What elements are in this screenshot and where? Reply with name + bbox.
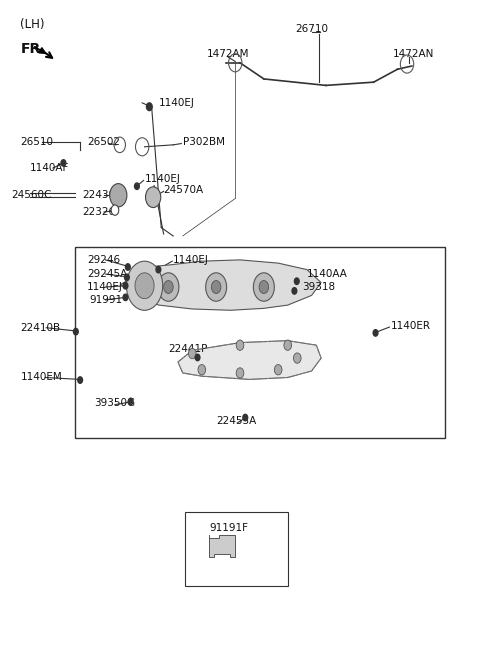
Text: 91191F: 91191F xyxy=(209,523,248,533)
Circle shape xyxy=(158,273,179,301)
Text: 1140AA: 1140AA xyxy=(307,269,348,279)
Circle shape xyxy=(128,398,133,404)
Circle shape xyxy=(236,340,244,350)
Text: 1140EJ: 1140EJ xyxy=(159,98,195,108)
Circle shape xyxy=(211,280,221,293)
Circle shape xyxy=(125,263,130,270)
Circle shape xyxy=(205,273,227,301)
Text: 24560C: 24560C xyxy=(11,190,51,201)
Circle shape xyxy=(134,183,139,190)
Text: 1140AF: 1140AF xyxy=(30,163,70,173)
Text: 91991: 91991 xyxy=(90,295,123,305)
Text: 22430: 22430 xyxy=(83,190,116,201)
Circle shape xyxy=(243,414,248,421)
Circle shape xyxy=(110,184,127,207)
Circle shape xyxy=(124,274,129,280)
Circle shape xyxy=(126,261,163,310)
Circle shape xyxy=(156,266,161,273)
Text: 1472AN: 1472AN xyxy=(393,49,434,59)
Polygon shape xyxy=(120,260,321,310)
Text: 1140EJ: 1140EJ xyxy=(173,255,209,265)
Polygon shape xyxy=(209,535,235,557)
Text: (LH): (LH) xyxy=(21,18,45,31)
Circle shape xyxy=(135,273,154,299)
Text: 29245A: 29245A xyxy=(87,269,128,279)
Text: 39318: 39318 xyxy=(302,282,335,292)
Circle shape xyxy=(236,368,244,378)
Circle shape xyxy=(164,280,173,293)
Circle shape xyxy=(61,160,66,166)
Text: 22453A: 22453A xyxy=(216,417,256,426)
Circle shape xyxy=(259,280,269,293)
Circle shape xyxy=(275,365,282,375)
Text: 1472AM: 1472AM xyxy=(206,49,249,59)
Text: 22410B: 22410B xyxy=(21,323,60,333)
Circle shape xyxy=(293,353,301,363)
Circle shape xyxy=(253,273,275,301)
Text: 29246: 29246 xyxy=(87,255,120,265)
Text: 26502: 26502 xyxy=(87,138,120,147)
Circle shape xyxy=(111,205,119,215)
Circle shape xyxy=(198,365,205,375)
Circle shape xyxy=(145,187,161,208)
Text: 26710: 26710 xyxy=(295,24,328,34)
Text: 1140EJ: 1140EJ xyxy=(87,282,123,292)
Circle shape xyxy=(284,340,291,350)
Circle shape xyxy=(78,377,83,384)
Text: 24570A: 24570A xyxy=(164,185,204,195)
Circle shape xyxy=(292,288,297,294)
Circle shape xyxy=(294,278,299,284)
Text: 22326: 22326 xyxy=(83,207,116,217)
Circle shape xyxy=(123,294,128,300)
Text: 1140ER: 1140ER xyxy=(390,321,431,331)
Text: FR.: FR. xyxy=(21,42,46,56)
Bar xyxy=(75,247,445,437)
Circle shape xyxy=(73,328,78,335)
Polygon shape xyxy=(178,341,321,380)
Text: 26510: 26510 xyxy=(21,138,53,147)
Circle shape xyxy=(373,330,378,336)
Circle shape xyxy=(195,354,200,361)
Text: 1140EJ: 1140EJ xyxy=(144,174,180,184)
Circle shape xyxy=(189,349,196,359)
Bar xyxy=(185,512,288,586)
Text: 1140EM: 1140EM xyxy=(21,373,62,382)
Text: P302BM: P302BM xyxy=(183,138,225,147)
Circle shape xyxy=(123,282,128,289)
Text: 39350G: 39350G xyxy=(95,398,135,408)
Circle shape xyxy=(146,103,152,110)
Text: 22441P: 22441P xyxy=(168,344,208,354)
